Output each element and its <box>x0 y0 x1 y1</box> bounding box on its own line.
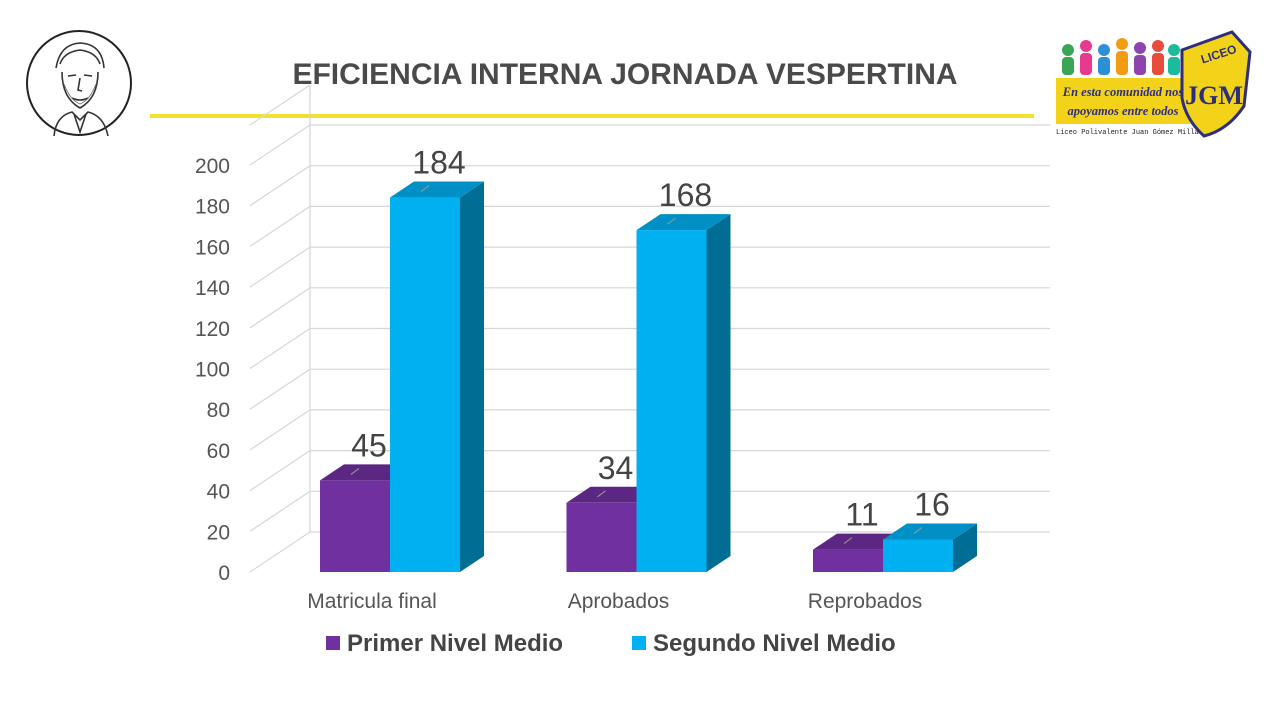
bar-top <box>883 523 977 540</box>
grid-diagonal <box>249 328 311 369</box>
bar-side <box>460 181 484 572</box>
data-label-leader <box>350 468 360 475</box>
bar <box>636 230 707 572</box>
portrait-image <box>26 30 132 137</box>
data-label: 45 <box>351 427 387 463</box>
category-label: Aprobados <box>568 590 670 613</box>
data-label-leader <box>843 537 853 545</box>
data-label-leader <box>667 217 676 225</box>
data-label: 34 <box>598 450 634 486</box>
school-badge-icon: LICEO JGM <box>1180 30 1252 138</box>
legend-label: Primer Nivel Medio <box>347 630 563 657</box>
grid-diagonal <box>249 165 311 207</box>
bar <box>390 197 460 572</box>
category-label: Matricula final <box>307 590 437 613</box>
y-tick-label: 140 <box>195 277 230 300</box>
y-tick-label: 160 <box>195 236 230 259</box>
grid-diagonal <box>249 490 311 532</box>
data-label-leader <box>420 185 430 192</box>
y-tick-label: 0 <box>218 562 230 585</box>
motto-banner <box>1056 78 1190 124</box>
bar <box>883 539 953 572</box>
grid-diagonal <box>249 287 311 329</box>
data-label: 11 <box>845 497 878 533</box>
data-label-leader <box>913 527 923 534</box>
category-label: Reprobados <box>808 590 922 613</box>
person-portrait-icon <box>53 42 109 137</box>
y-tick-label: 120 <box>195 318 230 341</box>
bar <box>566 502 637 572</box>
grid-diagonal <box>249 205 311 247</box>
chart-labels: 0 20 40 60 80 100 120 140 160 180 200 45 184 Matricul… <box>195 145 950 613</box>
data-label: 16 <box>914 486 950 522</box>
motto-line-2: apoyamos entre todos <box>1067 104 1178 118</box>
grid-diagonal <box>249 124 311 166</box>
y-tick-label: 20 <box>207 521 230 544</box>
school-name: Liceo Polivalente Juan Gómez Millas <box>1056 129 1203 137</box>
bar <box>320 480 390 572</box>
data-label-leader <box>597 490 606 498</box>
school-logo: En esta comunidad nos apoyamos entre tod… <box>1056 30 1252 138</box>
legend-swatch <box>632 636 646 650</box>
grid-diagonal <box>249 84 311 126</box>
y-tick-label: 80 <box>207 399 230 422</box>
bar-side <box>953 523 977 572</box>
grid-diagonal <box>249 368 311 410</box>
y-tick-label: 200 <box>195 155 230 178</box>
y-tick-label: 60 <box>207 440 230 463</box>
y-tick-label: 40 <box>207 481 230 504</box>
grid-diagonal <box>249 246 311 288</box>
chart-bars <box>320 181 977 572</box>
y-tick-label: 180 <box>195 196 230 219</box>
legend-label: Segundo Nivel Medio <box>653 630 896 657</box>
bar-side <box>706 214 731 572</box>
grid-diagonal <box>249 409 311 451</box>
bar-top <box>636 214 731 231</box>
bar <box>813 549 883 572</box>
grid-diagonal <box>249 450 311 492</box>
page-title: EFICIENCIA INTERNA JORNADA VESPERTINA <box>292 58 958 91</box>
motto-line-1: En esta comunidad nos <box>1062 85 1184 99</box>
data-label: 168 <box>659 177 712 213</box>
data-label: 184 <box>412 145 465 181</box>
community-figures-icon <box>1062 38 1180 75</box>
grid-diagonal <box>249 531 311 573</box>
title-underline <box>150 114 1034 118</box>
y-tick-label: 100 <box>195 359 230 382</box>
badge-monogram: JGM <box>1185 81 1243 110</box>
chart-legend: Primer Nivel Medio Segundo Nivel Medio <box>326 630 896 657</box>
bar-top <box>390 181 484 198</box>
legend-swatch <box>326 636 340 650</box>
